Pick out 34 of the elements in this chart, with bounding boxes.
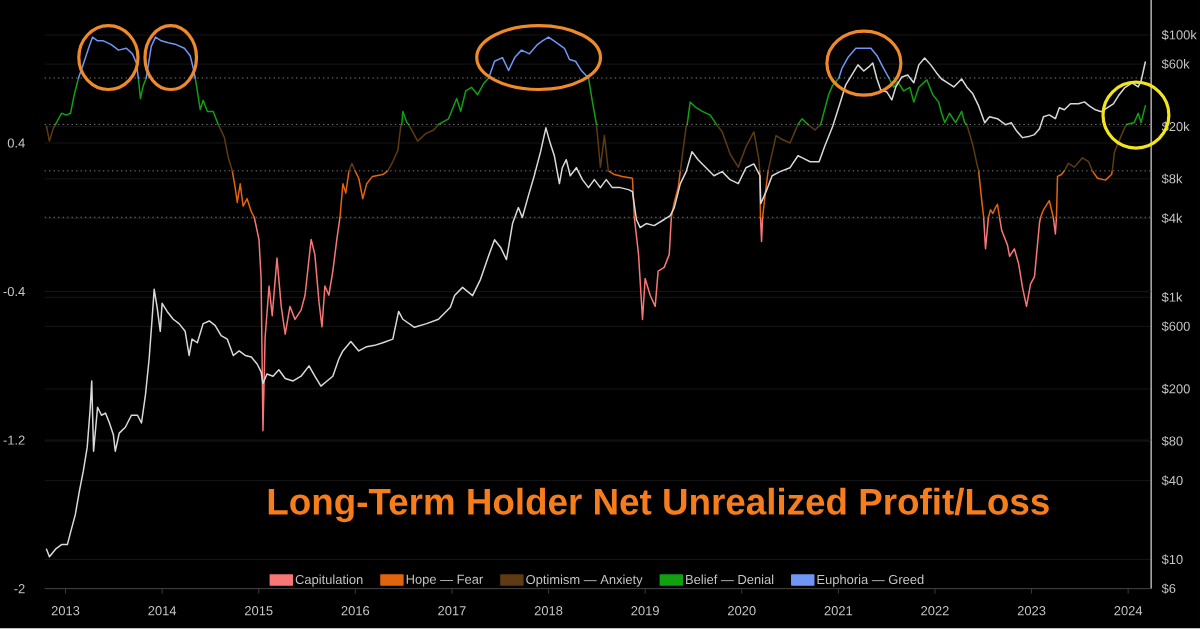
legend-label: Capitulation bbox=[295, 574, 363, 587]
text: Long-Term Holder Net Unrealized Profit/Loss bbox=[268, 487, 1049, 523]
y2-tick-label: $100k bbox=[1161, 30, 1197, 41]
y2-tick-label: $600 bbox=[1161, 321, 1190, 332]
y2-tick-label: $80 bbox=[1161, 436, 1183, 447]
y2-tick-label: $60k bbox=[1161, 59, 1190, 70]
x-tick-label: 2014 bbox=[148, 606, 177, 616]
x-tick-label: 2020 bbox=[728, 606, 756, 616]
y2-tick-label: $1k bbox=[1161, 292, 1183, 303]
x-tick-label: 2024 bbox=[1114, 606, 1143, 616]
legend-label: Belief — Denial bbox=[686, 574, 774, 585]
y2-tick-label: $4k bbox=[1161, 213, 1183, 224]
x-tick-label: 2022 bbox=[921, 606, 949, 616]
y2-tick-label: $10 bbox=[1161, 554, 1183, 565]
x-tick-label: 2013 bbox=[51, 606, 80, 616]
y2-tick-label: $200 bbox=[1161, 383, 1190, 395]
y2-tick-label: $6 bbox=[1161, 583, 1176, 595]
y-tick-label: -1.2 bbox=[3, 435, 25, 445]
legend-label: Hope — Fear bbox=[406, 575, 483, 587]
x-tick-label: 2017 bbox=[438, 606, 466, 616]
y2-tick-label: $8k bbox=[1161, 173, 1183, 185]
x-tick-label: 2016 bbox=[341, 606, 370, 616]
y-tick-label: -0.4 bbox=[3, 287, 25, 297]
x-tick-label: 2019 bbox=[631, 606, 659, 616]
line-series bbox=[45, 57, 1147, 558]
y-tick-label: -2 bbox=[14, 584, 25, 594]
x-tick-label: 2021 bbox=[824, 606, 853, 616]
legend-label: Euphoria — Greed bbox=[817, 574, 924, 587]
x-tick-label: 2015 bbox=[245, 606, 273, 616]
x-tick-label: 2018 bbox=[534, 606, 563, 616]
x-tick-label: 2023 bbox=[1017, 606, 1046, 616]
legend-label: Optimism — Anxiety bbox=[526, 574, 643, 587]
y-tick-label: 0.4 bbox=[7, 138, 25, 148]
y2-tick-label: $40 bbox=[1161, 475, 1183, 487]
